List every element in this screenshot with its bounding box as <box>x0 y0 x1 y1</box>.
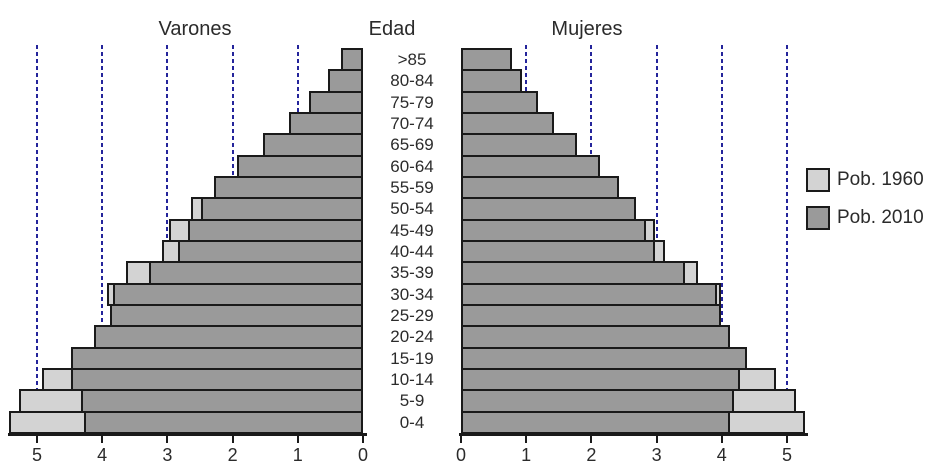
legend-item-pob-1960: Pob. 1960 <box>806 168 924 192</box>
age-label-25-29: 25-29 <box>390 305 434 325</box>
varones-chart: 0 1 2 3 4 5 <box>8 45 368 465</box>
mujeres-pob-2010-bar-25-29 <box>461 303 721 328</box>
varones-pob-2010-bar-30-34 <box>113 282 363 306</box>
varones-pob-2010-bar-20-24 <box>93 325 363 349</box>
right-chart-title: Mujeres <box>551 18 623 40</box>
gridline-4 <box>101 45 104 435</box>
axis-tick-label-1: 1 <box>292 445 303 465</box>
mujeres-pob-2010-bar-5-9 <box>461 389 734 413</box>
age-labels-column: >85 80-84 75-79 70-74 65-69 60-64 55-59 50-54 45… <box>363 49 461 433</box>
varones-pob-2010-bar-35-39 <box>149 261 363 285</box>
axis-tick-label-4: 4 <box>716 445 727 465</box>
varones-pob-2010-bar-40-44 <box>178 239 363 264</box>
axis-tick-label-0: 0 <box>357 445 368 465</box>
age-label-5-9: 5-9 <box>399 391 425 411</box>
mujeres-pob-2010-bar-15-19 <box>461 346 747 370</box>
varones-pob-2010-bar-60-64 <box>237 154 363 178</box>
left-chart-title: Varones <box>158 18 232 40</box>
legend: Pob. 1960 Pob. 2010 <box>806 168 924 244</box>
axis-tick-label-3: 3 <box>651 445 662 465</box>
varones-pob-2010-bar-65-69 <box>263 133 363 157</box>
axis-tick-label-3: 3 <box>162 445 173 465</box>
varones-pob-2010-bar-10-14 <box>70 367 363 392</box>
age-label-55-59: 55-59 <box>390 177 434 197</box>
axis-tick-2 <box>590 436 593 443</box>
mujeres-pob-2010-bar-45-49 <box>461 218 646 242</box>
mujeres-pob-2010-bar-65-69 <box>461 133 578 157</box>
pob-2010-swatch <box>806 206 830 230</box>
varones-pob-2010-bar->85 <box>341 48 363 72</box>
age-label-10-14: 10-14 <box>390 369 434 389</box>
varones-pob-2010-bar-75-79 <box>308 90 363 114</box>
age-label-60-64: 60-64 <box>390 156 434 176</box>
age-label-80-84: 80-84 <box>390 71 434 91</box>
axis-tick-3 <box>166 436 169 443</box>
varones-pob-2010-bar-0-4 <box>83 410 363 434</box>
varones-pob-2010-bar-50-54 <box>201 197 363 221</box>
axis-tick-1 <box>296 436 299 443</box>
mujeres-pob-2010-bar-55-59 <box>461 175 620 200</box>
gridline-4 <box>720 45 723 435</box>
axis-tick-0 <box>362 436 364 443</box>
varones-pob-2010-bar-5-9 <box>80 389 363 413</box>
axis-tick-label-4: 4 <box>97 445 108 465</box>
axis-tick-label-5: 5 <box>31 445 42 465</box>
age-label-50-54: 50-54 <box>390 199 434 219</box>
varones-pob-2010-bar-55-59 <box>214 175 363 200</box>
age-label-75-79: 75-79 <box>390 92 434 112</box>
age-axis-title: Edad <box>368 18 416 40</box>
axis-tick-5 <box>36 436 38 443</box>
mujeres-pob-2010-bar-60-64 <box>461 154 600 178</box>
age-label-40-44: 40-44 <box>390 241 434 261</box>
axis-tick-label-2: 2 <box>586 445 597 465</box>
gridline-5 <box>36 45 38 435</box>
axis-tick-4 <box>720 436 723 443</box>
mujeres-pob-2010-bar-80-84 <box>461 69 522 93</box>
age-label-45-49: 45-49 <box>390 220 434 240</box>
age-label->85: >85 <box>397 50 427 69</box>
varones-pob-2010-bar-70-74 <box>289 111 363 136</box>
axis-tick-5 <box>786 436 788 443</box>
axis-tick-label-1: 1 <box>521 445 532 465</box>
mujeres-pob-2010-bar-0-4 <box>461 410 731 434</box>
varones-pob-2010-bar-45-49 <box>188 218 363 242</box>
varones-pob-2010-bar-15-19 <box>70 346 363 370</box>
age-label-30-34: 30-34 <box>390 284 434 304</box>
axis-tick-2 <box>231 436 234 443</box>
gridline-5 <box>786 45 788 435</box>
mujeres-pob-2010-bar-35-39 <box>461 261 685 285</box>
mujeres-pob-2010-bar-20-24 <box>461 325 731 349</box>
varones-pob-2010-bar-80-84 <box>328 69 363 93</box>
axis-tick-label-0: 0 <box>455 445 466 465</box>
axis-tick-1 <box>525 436 528 443</box>
axis-tick-label-5: 5 <box>781 445 792 465</box>
axis-tick-4 <box>101 436 104 443</box>
x-axis-line <box>8 433 367 436</box>
age-label-15-19: 15-19 <box>390 348 434 368</box>
axis-tick-label-2: 2 <box>227 445 238 465</box>
axis-tick-0 <box>460 436 462 443</box>
pob-1960-swatch <box>806 168 830 192</box>
x-axis-line <box>459 433 808 436</box>
age-label-65-69: 65-69 <box>390 135 434 155</box>
legend-label-pob-2010: Pob. 2010 <box>837 207 924 228</box>
mujeres-pob-2010-bar-70-74 <box>461 111 555 136</box>
legend-item-pob-2010: Pob. 2010 <box>806 206 924 230</box>
age-label-20-24: 20-24 <box>390 327 434 347</box>
mujeres-pob-2010-bar-10-14 <box>461 367 741 392</box>
mujeres-pob-2010-bar-30-34 <box>461 282 718 306</box>
age-label-0-4: 0-4 <box>399 412 425 432</box>
axis-tick-3 <box>655 436 658 443</box>
mujeres-pob-2010-bar-50-54 <box>461 197 636 221</box>
age-label-35-39: 35-39 <box>390 263 434 283</box>
legend-label-pob-1960: Pob. 1960 <box>837 169 924 190</box>
mujeres-chart: 0 1 2 3 4 5 <box>456 45 814 465</box>
age-label-70-74: 70-74 <box>390 113 434 133</box>
mujeres-pob-2010-bar->85 <box>461 48 512 72</box>
varones-pob-2010-bar-25-29 <box>109 303 363 328</box>
mujeres-pob-2010-bar-75-79 <box>461 90 538 114</box>
mujeres-pob-2010-bar-40-44 <box>461 239 656 264</box>
